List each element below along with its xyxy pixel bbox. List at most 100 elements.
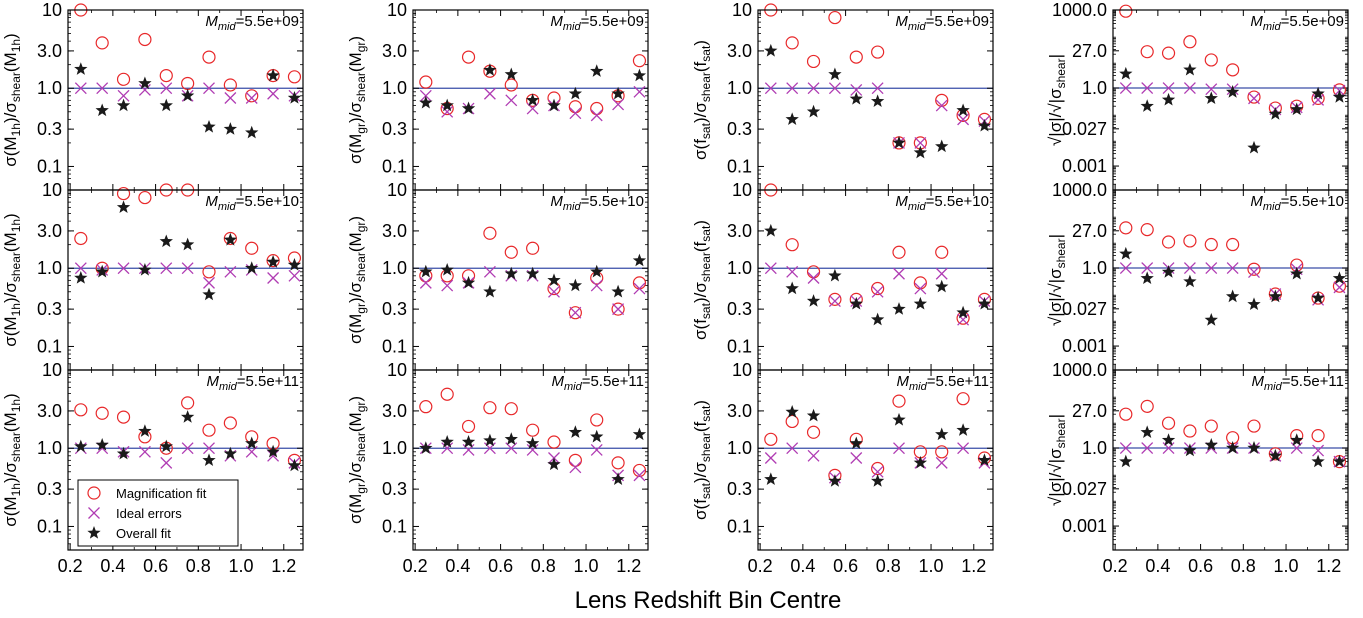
ideal-point	[203, 82, 215, 95]
overall-point	[1225, 289, 1240, 303]
overall-point	[245, 261, 259, 274]
overall-point	[785, 281, 799, 295]
panel-r1-c4: 1000.0 27.0 1.0 0.027 0.001 Mmid=5.5e+09 √|σ|/…	[1046, 0, 1349, 191]
ideal-point	[505, 94, 518, 107]
magnification-point	[1119, 407, 1133, 421]
ideal-point	[590, 279, 603, 292]
ideal-point	[181, 262, 194, 275]
overall-point	[1290, 102, 1304, 116]
y-tick-label: 10	[42, 360, 62, 380]
overall-point	[632, 68, 647, 82]
overall-point	[892, 302, 906, 315]
magnification-point	[785, 36, 799, 50]
overall-point	[95, 264, 109, 278]
panel-r3-c4: 1000.0 27.0 1.0 0.027 0.001 0.2 0.4 0.6 0.8 1.0 1.…	[1046, 360, 1349, 576]
ideal-point	[850, 84, 863, 96]
overall-point	[956, 103, 970, 117]
ideal-point	[914, 136, 927, 149]
overall-point	[956, 423, 970, 436]
ideal-point	[764, 262, 777, 275]
y-tick-label: 0.1	[37, 336, 62, 356]
y-axis-label: σ(fsat)/σshear(fsat)	[691, 400, 713, 520]
magnification-point	[1161, 235, 1176, 249]
ideal-point	[288, 269, 301, 282]
ideal-point	[590, 109, 603, 122]
legend-marker-star	[87, 526, 101, 539]
magnification-point	[849, 50, 863, 64]
y-tick-label: 1000.0	[1052, 0, 1107, 20]
overall-point	[159, 234, 173, 248]
magnification-point	[1332, 279, 1347, 293]
magnification-point	[828, 10, 842, 25]
panel-annotation: Mmid=5.5e+09	[205, 13, 299, 33]
ideal-point	[74, 82, 87, 95]
y-tick-label: 0.3	[727, 299, 752, 319]
ideal-point	[1183, 82, 1196, 94]
ideal-point	[74, 262, 87, 275]
overall-point	[440, 262, 454, 276]
overall-point	[1140, 99, 1154, 112]
ideal-point	[957, 442, 970, 455]
magnification-point	[611, 456, 625, 470]
magnification-point	[138, 190, 152, 205]
overall-point	[1204, 438, 1218, 451]
ideal-point	[786, 442, 799, 455]
magnification-point	[1161, 46, 1176, 60]
ideal-point	[828, 82, 841, 95]
overall-point	[547, 98, 561, 112]
y-tick-label: 3.0	[382, 401, 407, 421]
y-tick-label: 0.3	[727, 479, 752, 499]
overall-point	[785, 405, 799, 418]
overall-point	[764, 472, 778, 486]
ideal-point	[850, 452, 863, 464]
ideal-point	[160, 262, 173, 275]
y-axis-label: √|σ|/√|σshear|	[1046, 54, 1068, 146]
legend-marker-circle	[87, 486, 101, 500]
y-tick-label: 0.027	[1062, 479, 1107, 499]
ideal-point	[786, 265, 799, 278]
x-tick-label: 0.2	[1103, 556, 1128, 576]
y-tick-label: 0.1	[382, 336, 407, 356]
x-axis-label: Lens Redshift Bin Centre	[575, 587, 842, 614]
magnification-point	[504, 245, 518, 259]
magnification-point	[871, 461, 885, 476]
magnification-point	[1268, 287, 1282, 301]
y-tick-label: 0.3	[382, 119, 407, 139]
overall-point	[1161, 265, 1176, 278]
overall-point	[483, 433, 497, 447]
panel-r2-c1: 10 3.0 1.0 0.3 0.1 Mmid=5.5e+10 σ(M1h)/σshear(…	[1, 180, 304, 371]
magnification-point	[526, 241, 540, 255]
overall-point	[74, 271, 88, 284]
overall-point	[892, 135, 906, 149]
overall-point	[1268, 107, 1283, 120]
panel-frame	[757, 369, 994, 551]
magnification-point	[245, 241, 259, 255]
x-tick-label: 0.6	[488, 556, 513, 576]
ideal-point	[1141, 82, 1154, 94]
magnification-point	[568, 100, 582, 114]
magnification-point	[483, 401, 497, 415]
overall-point	[1268, 289, 1283, 303]
magnification-point	[419, 75, 433, 89]
overall-point	[159, 439, 173, 453]
overall-point	[977, 118, 992, 132]
ideal-point	[612, 303, 625, 316]
y-tick-label: 3.0	[382, 41, 407, 61]
ideal-point	[160, 456, 173, 469]
x-tick-label: 0.4	[100, 556, 125, 576]
ideal-point	[633, 282, 646, 295]
magnification-point	[116, 410, 131, 424]
ideal-point	[483, 87, 496, 100]
y-tick-label: 0.3	[37, 479, 62, 499]
x-tick-label: 1.0	[919, 556, 944, 576]
overall-point	[1332, 454, 1347, 468]
overall-point	[764, 223, 778, 237]
overall-point	[74, 439, 88, 453]
ideal-point	[957, 313, 970, 326]
x-tick-label: 0.8	[1231, 556, 1256, 576]
x-tick-label: 1.2	[616, 556, 641, 576]
ideal-point	[633, 469, 646, 482]
x-tick-label: 0.2	[403, 556, 428, 576]
magnification-point	[1183, 234, 1197, 248]
ideal-point	[548, 285, 560, 298]
